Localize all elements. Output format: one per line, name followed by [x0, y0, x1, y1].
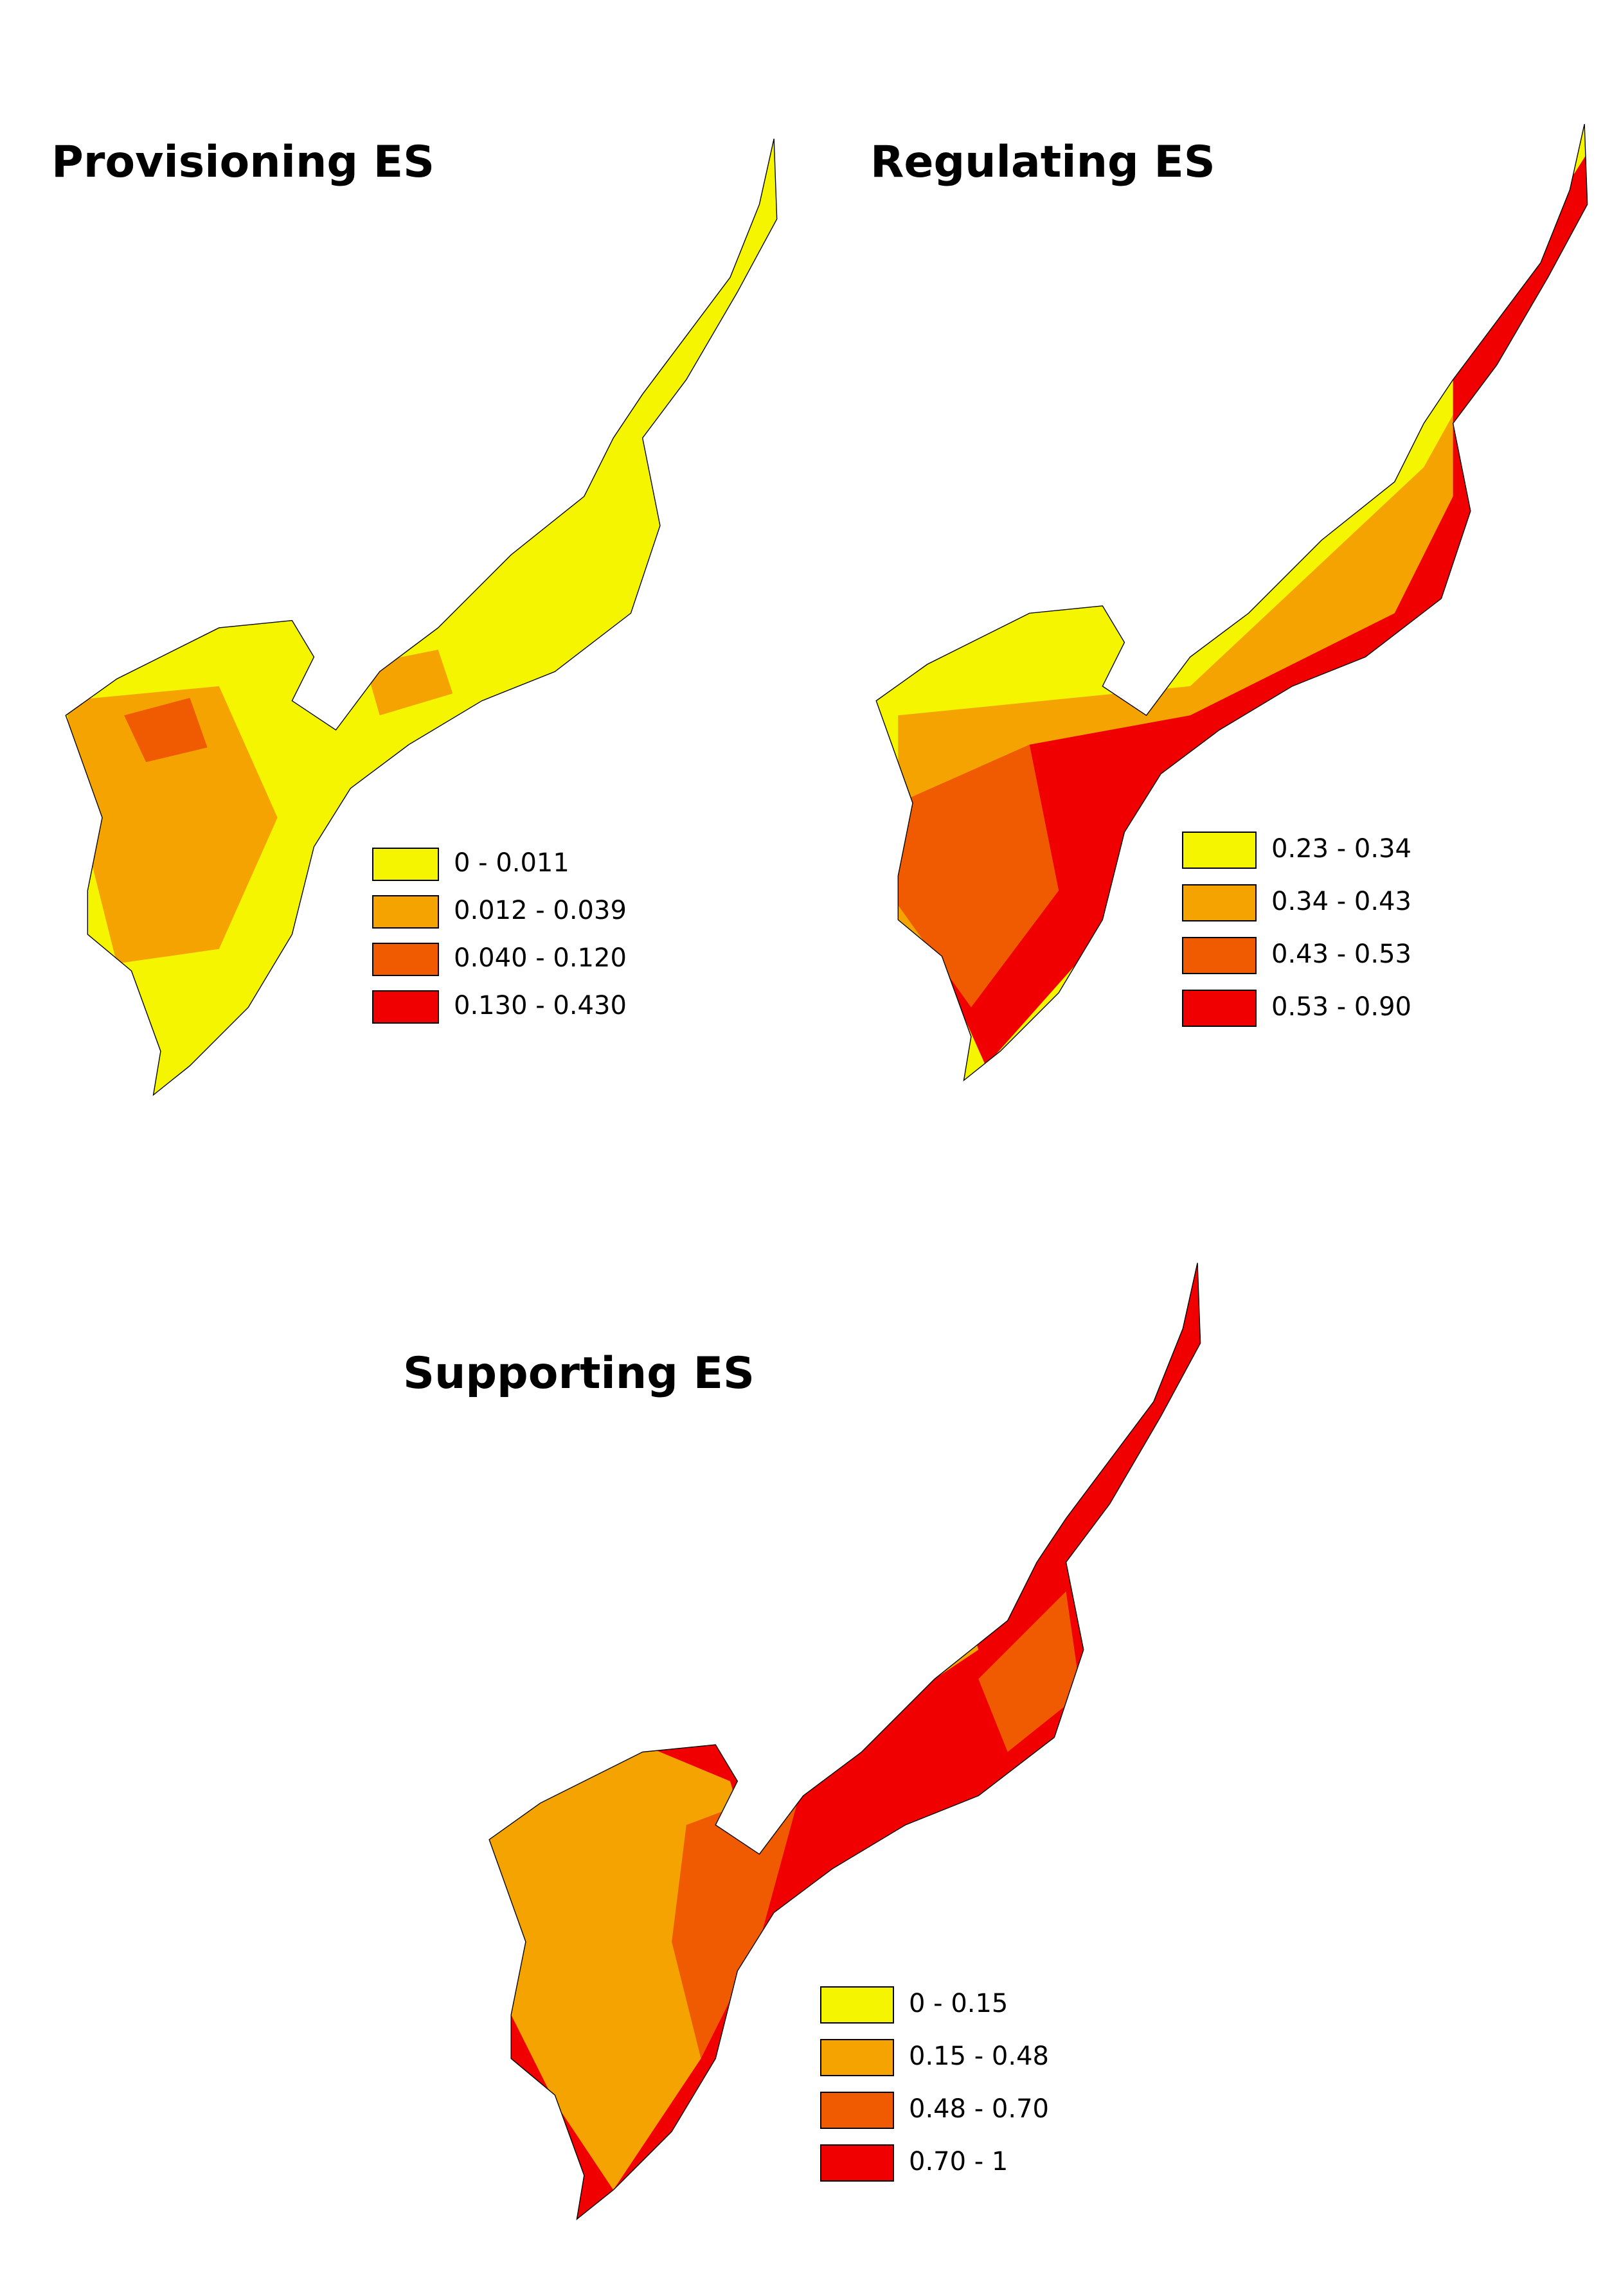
region: [978, 1591, 1081, 1752]
legend-label: 0.53 - 0.90: [1271, 992, 1411, 1022]
legend-label: 0.130 - 0.430: [454, 991, 627, 1020]
legend-label: 0 - 0.011: [454, 848, 569, 878]
region: [898, 744, 1059, 1008]
legend-swatch: [820, 2092, 894, 2129]
legend-label: 0 - 0.15: [909, 1989, 1008, 2018]
coastline: [875, 123, 1588, 1081]
region: [124, 698, 208, 762]
coastline: [488, 1263, 1201, 2221]
region: [672, 1781, 803, 2059]
legend-swatch: [372, 943, 439, 976]
map: [488, 1263, 1201, 2221]
map-title: Supporting ES: [403, 1348, 755, 1399]
region: [66, 686, 278, 964]
legend-swatch: [372, 895, 439, 929]
legend-swatch: [372, 990, 439, 1024]
map-fill: [876, 124, 1588, 1081]
legend-swatch: [820, 2039, 894, 2076]
map-title: Regulating ES: [870, 137, 1215, 188]
legend-label: 0.70 - 1: [909, 2147, 1008, 2176]
legend-label: 0.48 - 0.70: [909, 2094, 1049, 2124]
legend-swatch: [1182, 937, 1257, 974]
legend-label: 0.012 - 0.039: [454, 896, 627, 925]
legend-swatch: [1182, 884, 1257, 921]
legend-label: 0.23 - 0.34: [1271, 834, 1411, 864]
map-title: Provisioning ES: [51, 137, 434, 188]
legend-label: 0.34 - 0.43: [1271, 887, 1411, 916]
legend-swatch: [1182, 832, 1257, 869]
region: [233, 581, 329, 614]
legend-swatch: [820, 1986, 894, 2024]
map: [875, 123, 1588, 1081]
map-fill: [489, 1263, 1201, 2220]
legend-label: 0.43 - 0.53: [1271, 939, 1411, 969]
legend-label: 0.040 - 0.120: [454, 943, 627, 973]
legend-swatch: [1182, 990, 1257, 1027]
legend-swatch: [820, 2144, 894, 2182]
map: [65, 138, 778, 1096]
legend-swatch: [372, 848, 439, 881]
legend-label: 0.15 - 0.48: [909, 2042, 1049, 2071]
region: [898, 146, 1588, 1066]
coastline: [65, 138, 778, 1096]
